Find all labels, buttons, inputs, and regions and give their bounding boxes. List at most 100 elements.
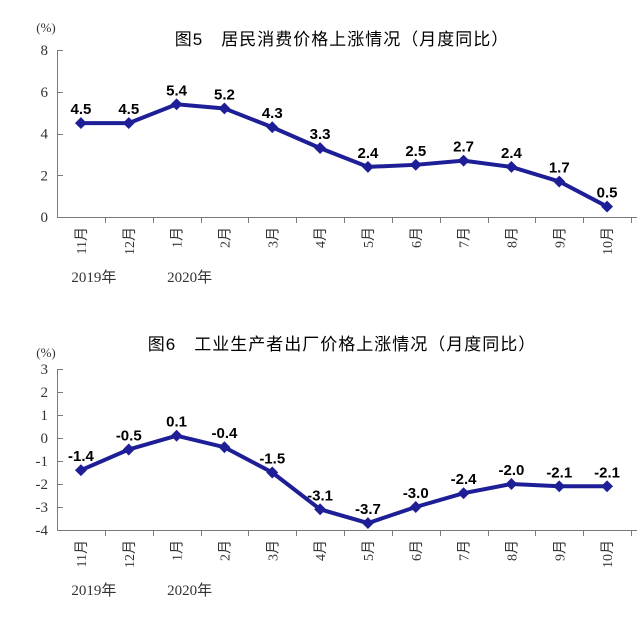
data-labels: 4.5 4.5 5.4 5.2 4.3 3.3 2.4 2.5 2.7 2.4 1.7 0.5 <box>70 82 617 201</box>
x-tick-label: 12月 <box>122 227 138 255</box>
data-point-marker <box>601 480 614 493</box>
data-point-marker <box>74 464 87 477</box>
y-tick-label: 3 <box>41 362 49 378</box>
x-tick-label: 7月 <box>457 540 473 561</box>
data-point-label: -0.5 <box>116 428 142 445</box>
data-point-marker <box>553 480 566 493</box>
data-point-marker <box>505 478 518 490</box>
y-tick-label: -3 <box>36 500 49 516</box>
x-tick-label: 6月 <box>409 540 425 561</box>
data-point-label: 5.4 <box>166 82 188 99</box>
y-tick-label: -1 <box>36 454 49 470</box>
year-labels: 2019年 2020年 <box>71 269 212 286</box>
x-tick-label: 11月 <box>74 540 90 567</box>
x-tick-label: 4月 <box>313 540 329 561</box>
ppi-chart-title: 图6 工业生产者出厂价格上涨情况（月度同比） <box>147 335 537 354</box>
data-point-marker <box>457 487 470 500</box>
data-point-marker <box>314 142 327 155</box>
data-point-label: -3.7 <box>355 501 381 518</box>
y-tick-label: 8 <box>41 43 49 59</box>
data-point-label: 4.3 <box>262 105 283 122</box>
data-point-label: 0.5 <box>597 185 618 202</box>
data-point-label: 5.2 <box>214 86 235 103</box>
x-tick-label: 9月 <box>552 540 568 561</box>
cpi-chart-title: 图5 居民消费价格上涨情况（月度同比） <box>174 30 510 49</box>
data-line <box>80 102 609 209</box>
data-point-label: -3.1 <box>307 487 333 504</box>
x-tick-label: 10月 <box>600 540 616 568</box>
year-label: 2020年 <box>167 269 212 286</box>
data-point-label: 3.3 <box>310 126 331 143</box>
y-tick-label: 2 <box>41 385 49 401</box>
data-point-marker <box>553 175 566 188</box>
data-point-marker <box>409 501 422 513</box>
y-tick-label: 0 <box>41 431 49 447</box>
data-point-label: -2.4 <box>451 471 478 488</box>
data-point-marker <box>361 517 374 530</box>
x-tick-label: 11月 <box>74 227 90 254</box>
axes <box>57 369 637 536</box>
data-point-marker <box>170 98 183 111</box>
y-tick-label: -2 <box>36 477 49 493</box>
x-tick-label: 8月 <box>504 540 520 561</box>
ppi-chart-figure: 图6 工业生产者出厂价格上涨情况（月度同比） 3 2 1 0 -1 -2 -3 -4 (%) 11… <box>0 310 642 626</box>
data-point-marker <box>505 160 518 173</box>
data-point-label: 1.7 <box>549 160 570 177</box>
x-tick-label: 3月 <box>265 540 281 561</box>
y-axis-labels: 3 2 1 0 -1 -2 -3 -4 <box>36 362 49 539</box>
x-tick-label: 2月 <box>217 540 233 561</box>
data-point-marker <box>122 117 135 130</box>
month-labels: 11月 12月 1月 2月 3月 4月 5月 6月 7月 8月 9月 10月 <box>74 540 616 568</box>
data-markers <box>74 429 614 530</box>
x-tick-label: 4月 <box>313 227 329 248</box>
data-point-marker <box>266 121 279 134</box>
y-tick-label: 4 <box>41 127 49 143</box>
data-point-marker <box>74 117 87 130</box>
x-tick-label: 3月 <box>265 227 281 248</box>
data-point-label: 2.4 <box>501 145 523 162</box>
data-point-label: -2.1 <box>594 464 620 481</box>
data-point-label: 2.4 <box>357 145 379 162</box>
year-label: 2019年 <box>71 582 116 599</box>
data-point-marker <box>170 429 183 442</box>
x-tick-label: 5月 <box>361 227 377 248</box>
x-tick-label: 8月 <box>504 227 520 248</box>
data-point-marker <box>457 154 470 167</box>
data-point-label: 4.5 <box>70 101 91 118</box>
data-point-label: -2.0 <box>498 462 524 479</box>
data-point-label: 0.1 <box>166 414 187 431</box>
data-point-label: -1.4 <box>68 448 95 465</box>
y-tick-label: 1 <box>41 408 49 424</box>
data-point-label: -3.0 <box>403 485 429 502</box>
data-point-label: 2.5 <box>405 143 426 160</box>
data-point-marker <box>409 158 422 171</box>
data-point-marker <box>218 102 231 115</box>
y-tick-label: 0 <box>41 210 49 226</box>
data-labels: -1.4 -0.5 0.1 -0.4 -1.5 -3.1 -3.7 -3.0 -2.4 -2.0 -… <box>68 414 620 518</box>
year-label: 2020年 <box>167 582 212 599</box>
y-axis-unit-label: (%) <box>36 20 56 35</box>
y-tick-label: 6 <box>41 85 49 101</box>
x-tick-label: 7月 <box>457 227 473 248</box>
data-point-marker <box>361 160 374 173</box>
x-tick-label: 1月 <box>170 227 186 248</box>
x-tick-label: 9月 <box>552 227 568 248</box>
data-point-label: -1.5 <box>259 451 285 468</box>
x-tick-label: 2月 <box>217 227 233 248</box>
data-point-label: 4.5 <box>118 101 139 118</box>
year-label: 2019年 <box>71 269 116 286</box>
x-tick-label: 1月 <box>170 540 186 561</box>
x-tick-label: 6月 <box>409 227 425 248</box>
cpi-chart-plot: 8 6 4 2 0 (%) 11月 12月 1月 2月 3月 4月 5月 6月 7月 8月 9月 10月 2019年… <box>36 20 637 286</box>
y-axis-unit-label: (%) <box>36 345 56 360</box>
data-point-marker <box>122 443 135 456</box>
cpi-chart-figure: 图5 居民消费价格上涨情况（月度同比） 8 6 4 2 0 (%) 11月 12月 1月 2月 3月… <box>0 0 642 310</box>
y-tick-label: -4 <box>36 523 49 539</box>
x-tick-label: 12月 <box>122 540 138 568</box>
month-labels: 11月 12月 1月 2月 3月 4月 5月 6月 7月 8月 9月 10月 <box>74 227 616 255</box>
axes <box>57 50 637 223</box>
x-tick-label: 5月 <box>361 540 377 561</box>
x-tick-label: 10月 <box>600 227 616 255</box>
